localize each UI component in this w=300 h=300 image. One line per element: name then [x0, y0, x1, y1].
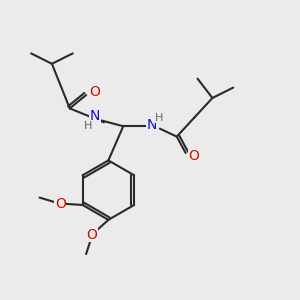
Text: N: N [90, 110, 100, 123]
Text: N: N [146, 118, 157, 132]
Text: O: O [87, 228, 98, 242]
Text: H: H [84, 121, 93, 131]
Text: O: O [55, 196, 66, 211]
Text: H: H [155, 113, 163, 123]
Text: O: O [89, 85, 100, 99]
Text: O: O [189, 149, 200, 163]
